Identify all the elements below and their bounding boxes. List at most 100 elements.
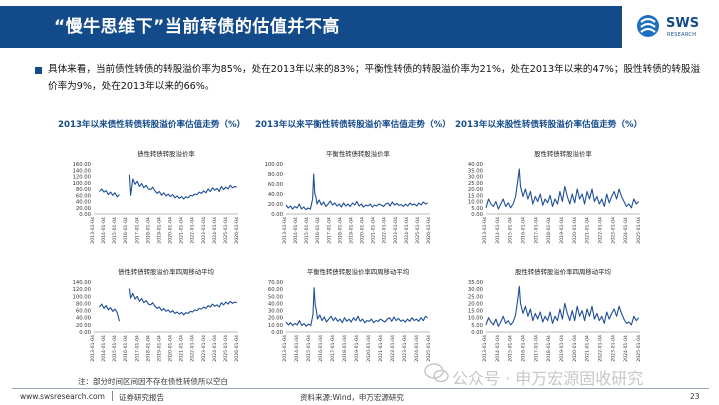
wechat-icon: [424, 363, 449, 383]
logo-word: SWS: [666, 16, 700, 31]
y-tick-label: 10.00: [468, 200, 484, 206]
x-tick-label: 2016-01-04: [318, 335, 324, 362]
x-tick-label: 2013-01-04: [90, 335, 96, 362]
x-tick-label: 2015-01-04: [508, 217, 514, 244]
y-tick-label: 25.00: [468, 294, 484, 300]
x-tick-label: 2022-01-04: [190, 335, 196, 362]
watermark: 公众号 · 申万宏源固收研究: [452, 369, 644, 388]
y-tick-label: 50.00: [268, 294, 284, 300]
x-tick-label: 2017-01-04: [533, 217, 539, 244]
y-tick-label: 40.00: [76, 200, 92, 206]
x-tick-label: 2020-01-04: [168, 217, 174, 244]
y-tick-label: 30.00: [468, 287, 484, 293]
x-tick-label: 2015-01-04: [112, 335, 118, 362]
footer-separator: [112, 391, 113, 401]
y-tick-label: 100.00: [72, 181, 91, 187]
x-tick-label: 2019-01-04: [559, 217, 565, 244]
x-tick-label: 2021-01-04: [371, 217, 377, 244]
logo-subtitle: RESEARCH: [667, 32, 697, 38]
y-tick-label: 60.00: [268, 182, 284, 188]
y-tick-label: 15.00: [468, 309, 484, 315]
x-tick-label: 2016-01-04: [123, 335, 129, 362]
x-tick-label: 2018-01-04: [342, 335, 348, 362]
x-tick-label: 2015-01-04: [508, 335, 514, 362]
x-tick-label: 2016-01-04: [123, 217, 129, 244]
y-tick-label: 35.00: [468, 168, 484, 174]
x-tick-label: 2024-01-04: [404, 217, 410, 244]
x-tick-label: 2018-01-04: [546, 217, 552, 244]
x-tick-label: 2025-01-04: [636, 335, 642, 362]
x-tick-label: 2013-01-04: [282, 335, 288, 362]
y-tick-label: 60.00: [268, 287, 284, 293]
x-tick-label: 2024-01-04: [623, 217, 629, 244]
y-tick-label: 20.00: [468, 301, 484, 307]
footer-url[interactable]: www.swsresearch.com: [20, 392, 105, 401]
y-tick-label: 80.00: [76, 301, 92, 307]
y-tick-label: 40.00: [76, 316, 92, 322]
x-tick-label: 2020-01-04: [572, 217, 578, 244]
series-line: [128, 288, 238, 316]
bullet-marker: [35, 67, 42, 74]
x-tick-label: 2021-01-04: [179, 335, 185, 362]
footer-divider: [12, 388, 709, 389]
x-tick-label: 2015-01-04: [304, 217, 310, 244]
x-tick-label: 2019-01-04: [348, 217, 354, 244]
x-tick-label: 2023-01-04: [393, 217, 399, 244]
x-tick-label: 2014-01-04: [293, 217, 299, 244]
series-line: [99, 303, 121, 322]
y-tick-label: 0.00: [271, 330, 283, 336]
y-tick-label: 0.00: [271, 212, 283, 218]
series-line: [128, 174, 238, 200]
x-tick-label: 2024-01-04: [212, 335, 218, 362]
y-tick-label: 60.00: [76, 309, 92, 315]
x-tick-label: 2025-01-04: [223, 217, 229, 244]
y-tick-label: 30.00: [268, 309, 284, 315]
y-tick-label: 20.00: [268, 202, 284, 208]
x-tick-label: 2021-01-04: [585, 217, 591, 244]
chart-title: 债性转债转股溢价率: [137, 149, 195, 158]
x-tick-label: 2019-01-04: [156, 217, 162, 244]
x-tick-label: 2018-01-04: [546, 335, 552, 362]
title-bar: [0, 6, 622, 48]
x-tick-label: 2025-01-04: [636, 217, 642, 244]
x-tick-label: 2026-01-04: [234, 335, 240, 362]
y-tick-label: 70.00: [268, 280, 284, 286]
y-tick-label: 35.00: [468, 280, 484, 286]
series-line: [485, 285, 640, 327]
x-tick-label: 2023-01-04: [610, 335, 616, 362]
chart-title: 债性转债转股溢价率四周移动平均: [118, 267, 214, 276]
x-tick-label: 2025-01-04: [223, 335, 229, 362]
x-tick-label: 2019-01-04: [559, 335, 565, 362]
x-tick-label: 2026-01-04: [234, 217, 240, 244]
heading-equity: 2013年以来股性转债转股溢价率估值走势（%）: [455, 120, 643, 130]
y-tick-label: 140.00: [72, 280, 91, 286]
x-tick-label: 2017-01-04: [134, 217, 140, 244]
y-tick-label: 0.00: [471, 212, 483, 218]
x-tick-label: 2025-01-04: [426, 335, 432, 362]
x-tick-label: 2017-01-04: [330, 335, 336, 362]
x-tick-label: 2019-01-04: [156, 335, 162, 362]
x-tick-label: 2024-01-04: [414, 335, 420, 362]
series-line: [285, 287, 428, 327]
x-tick-label: 2014-01-04: [101, 217, 107, 244]
sws-logo-icon: [637, 15, 659, 37]
chart-debt-premium-ma4: 债性转债转股溢价率四周移动平均0.0020.0040.0060.0080.001…: [72, 267, 240, 362]
chart-title: 股性转债转股溢价率四周移动平均: [515, 267, 611, 276]
y-tick-label: 10.00: [268, 323, 284, 329]
x-tick-label: 2018-01-04: [145, 335, 151, 362]
y-tick-label: 160.00: [72, 162, 91, 168]
y-tick-label: 80.00: [76, 187, 92, 193]
footer-label: 证券研究报告: [119, 393, 164, 402]
x-tick-label: 2014-01-04: [495, 335, 501, 362]
y-tick-label: 20.00: [76, 206, 92, 212]
chart-balanced-premium: 平衡性转债转股溢价率 0.00 20.00 40.00 60.00 80.00 100.00…: [264, 149, 432, 244]
x-tick-label: 2017-01-04: [326, 217, 332, 244]
x-tick-label: 2013-01-04: [282, 217, 288, 244]
footer-source: 资料来源:Wind，申万宏源研究: [300, 393, 404, 402]
y-tick-label: 80.00: [268, 172, 284, 178]
y-tick-label: 0.00: [79, 212, 91, 218]
x-tick-label: 2015-01-04: [112, 217, 118, 244]
footnote: 注：部分时间区间因不存在债性转债所以空白: [78, 377, 228, 386]
series-line: [285, 173, 429, 211]
